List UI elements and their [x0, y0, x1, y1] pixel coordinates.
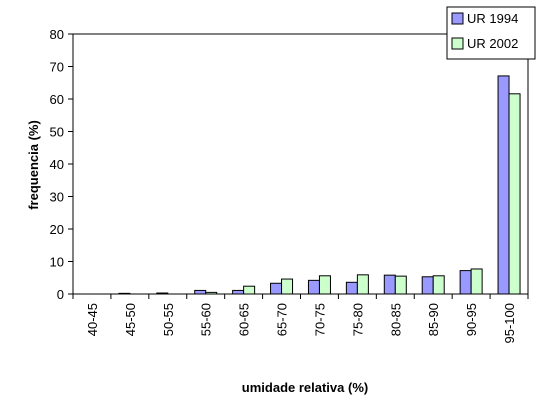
- x-tick-label: 85-90: [426, 303, 441, 336]
- bar-ur-1994-75-80: [345, 281, 358, 295]
- plot-area: [72, 33, 529, 295]
- bar-ur-2002-95-100: [508, 93, 521, 295]
- bar-ur-2002-80-85: [394, 275, 407, 295]
- plot-frame: [72, 33, 529, 295]
- x-tick-label: 70-75: [312, 303, 327, 336]
- bar-ur-1994-50-55: [156, 292, 169, 295]
- y-tick-label: 0: [57, 287, 64, 302]
- x-tick-label: 55-60: [199, 303, 214, 336]
- legend-label-ur-2002: UR 2002: [467, 36, 518, 51]
- y-axis-title: frequencia (%): [26, 120, 41, 210]
- y-tick-label: 40: [50, 157, 64, 172]
- x-tick-label: 65-70: [275, 303, 290, 336]
- legend-swatch-ur-1994: [451, 12, 464, 25]
- bar-ur-2002-70-75: [318, 275, 331, 295]
- legend-label-ur-1994: UR 1994: [467, 11, 518, 26]
- y-tick-label: 70: [50, 60, 64, 75]
- bar-ur-1994-85-90: [421, 276, 434, 295]
- bars-group: [118, 75, 521, 295]
- bar-ur-1994-80-85: [383, 274, 396, 295]
- x-tick-label: 80-85: [388, 303, 403, 336]
- bar-ur-2002-90-95: [470, 268, 483, 295]
- bar-ur-1994-95-100: [497, 75, 510, 295]
- x-axis-title: umidade relativa (%): [242, 380, 368, 395]
- bar-ur-2002-85-90: [432, 275, 445, 295]
- y-tick-label: 30: [50, 190, 64, 205]
- x-tick-label: 40-45: [85, 303, 100, 336]
- x-tick-label: 90-95: [464, 303, 479, 336]
- y-tick-label: 10: [50, 255, 64, 270]
- x-tick-label: 95-100: [502, 303, 517, 343]
- bar-ur-1994-90-95: [459, 270, 472, 295]
- bar-ur-1994-65-70: [270, 282, 283, 295]
- bar-ur-1994-55-60: [194, 289, 207, 295]
- bar-ur-2002-75-80: [356, 274, 369, 295]
- x-tick-label: 45-50: [123, 303, 138, 336]
- y-tick-label: 50: [50, 125, 64, 140]
- x-tick-label: 60-65: [237, 303, 252, 336]
- legend: UR 1994 UR 2002: [446, 6, 536, 60]
- bar-ur-1994-60-65: [232, 289, 245, 295]
- bar-ur-2002-65-70: [281, 278, 294, 295]
- y-axis: 0 10 20 30 40 50 60 70 80: [50, 27, 73, 302]
- x-tick-label: 50-55: [161, 303, 176, 336]
- bar-ur-1994-45-50: [118, 292, 131, 295]
- x-tick-label: 75-80: [350, 303, 365, 336]
- y-tick-label: 80: [50, 27, 64, 42]
- bar-ur-2002-60-65: [243, 285, 256, 295]
- bar-ur-2002-55-60: [205, 291, 218, 295]
- legend-swatch-ur-2002: [451, 37, 464, 50]
- bar-ur-1994-70-75: [307, 279, 320, 295]
- y-tick-label: 20: [50, 222, 64, 237]
- x-axis: 40-45 45-50 50-55 55-60 60-65 65-70 70-75 75-80…: [72, 294, 529, 343]
- y-tick-label: 60: [50, 92, 64, 107]
